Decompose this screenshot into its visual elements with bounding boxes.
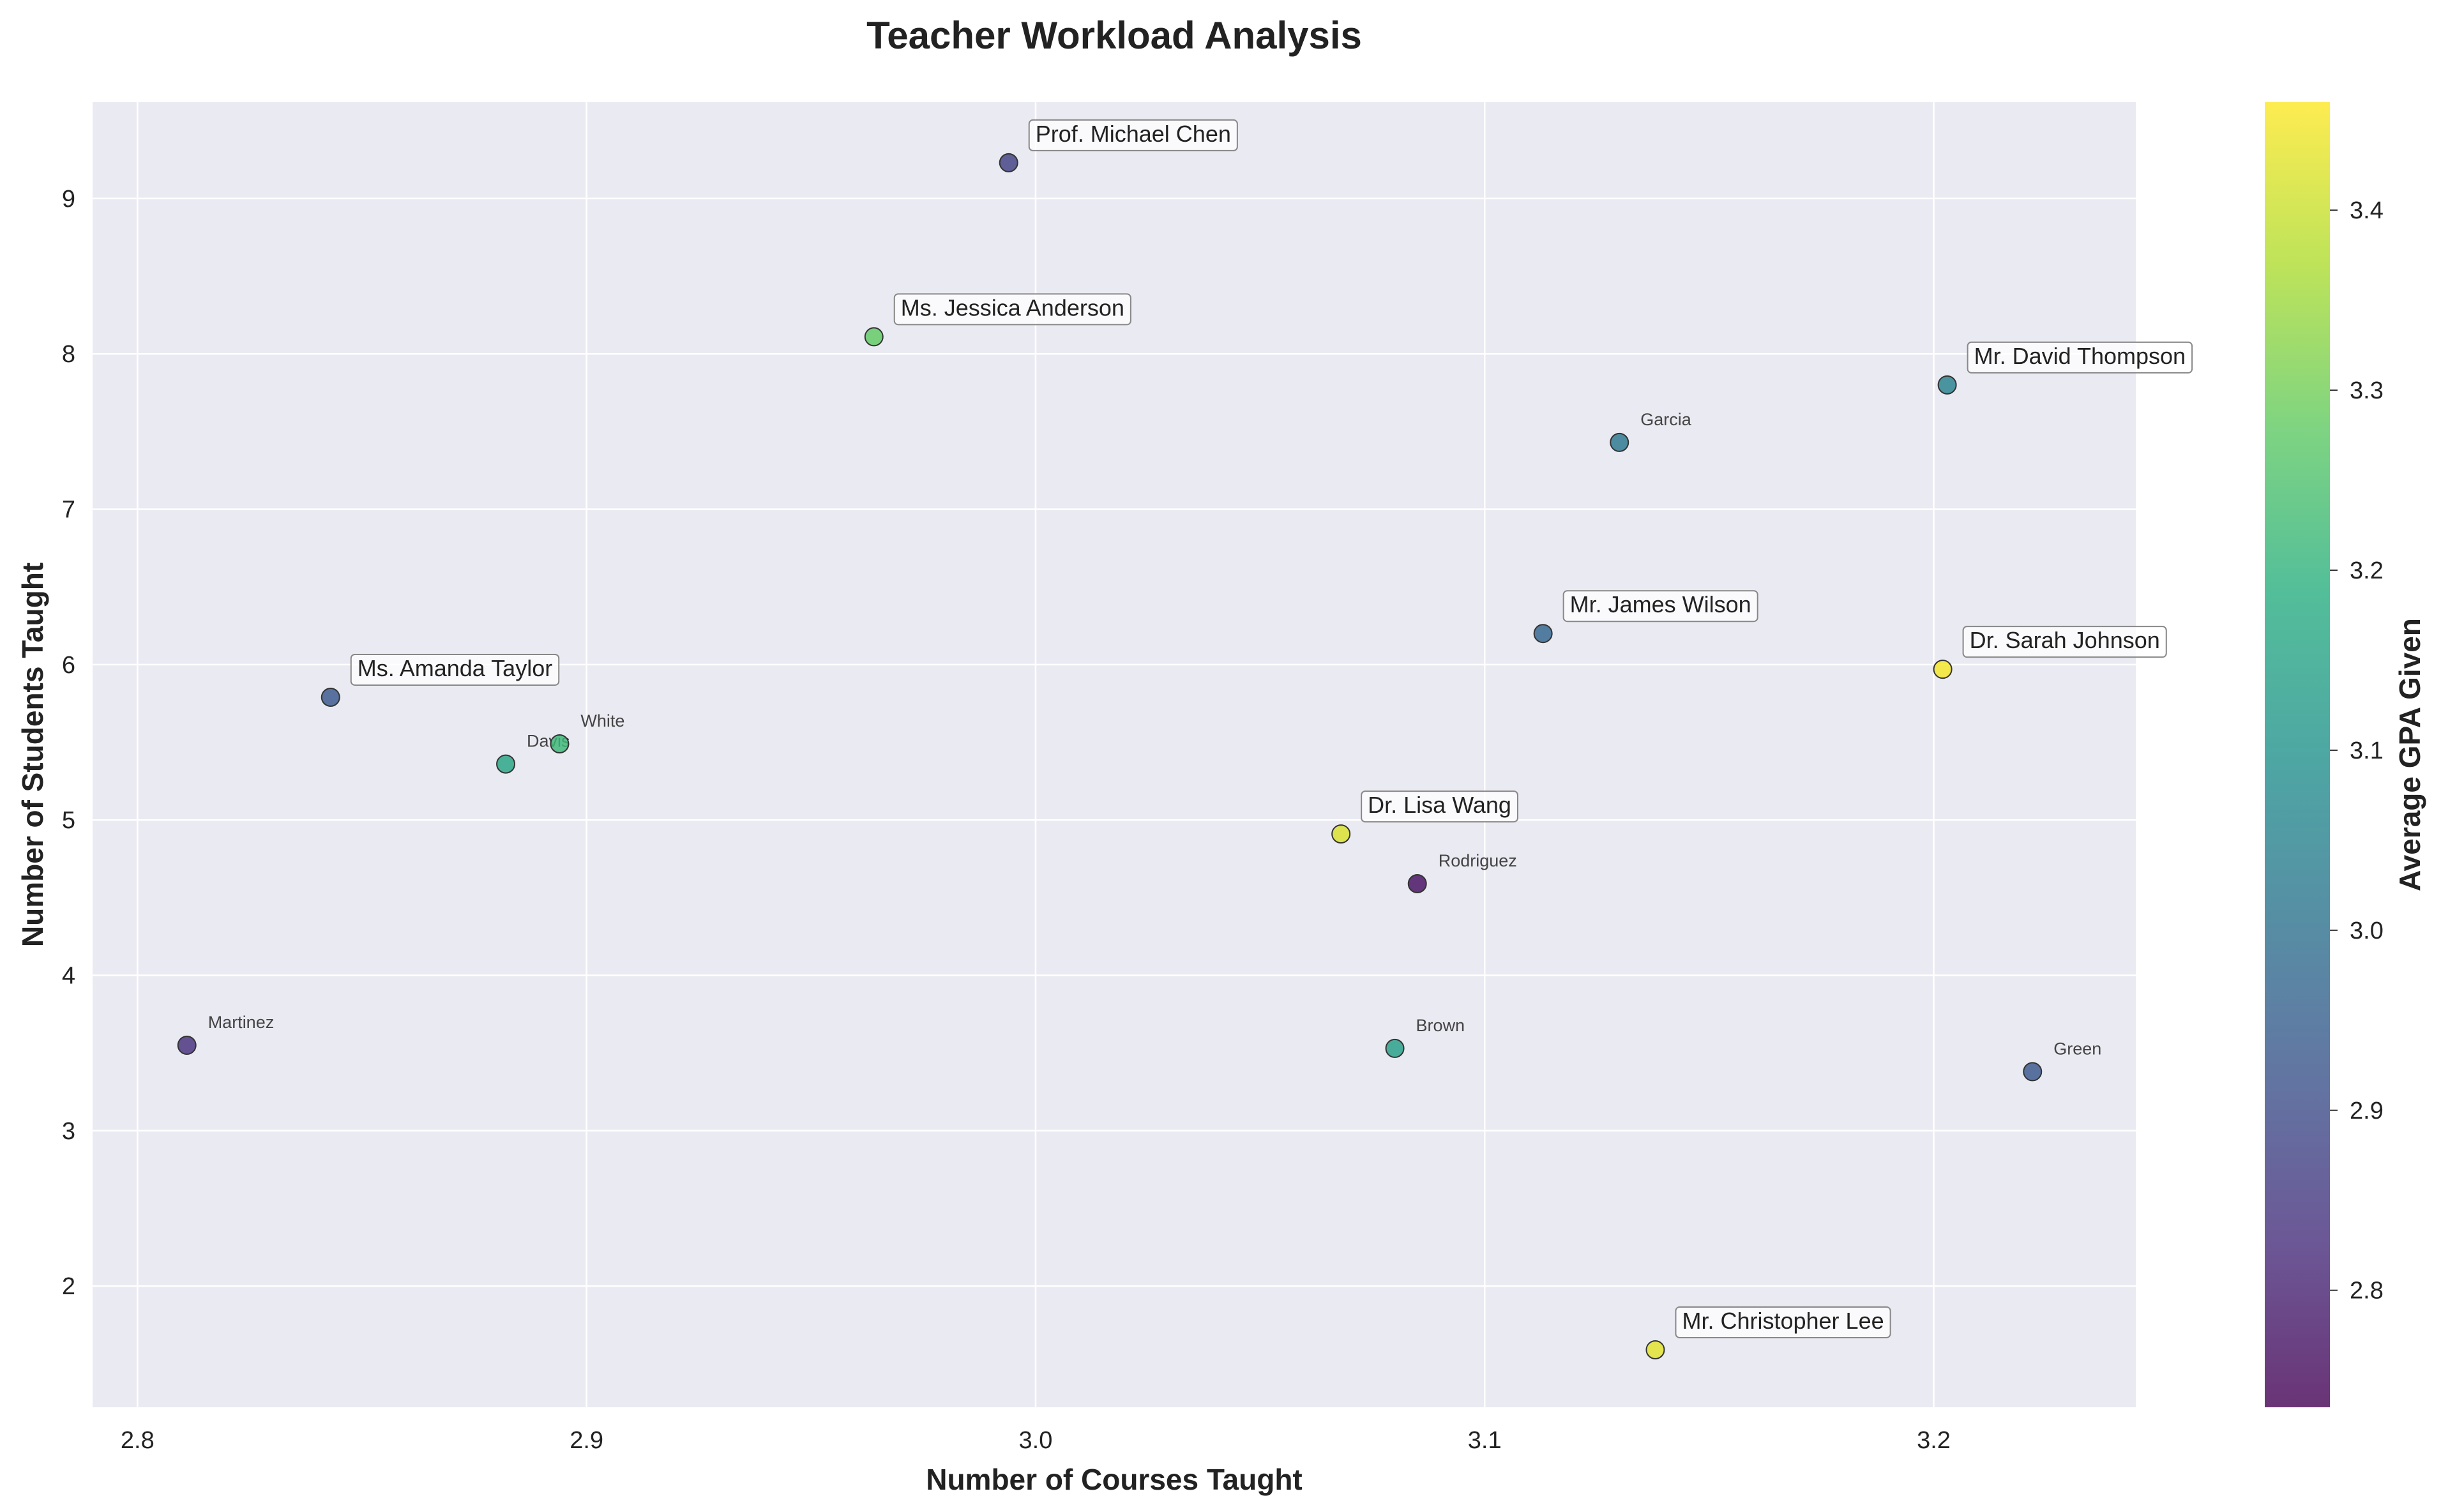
annotation-box xyxy=(1028,119,1238,151)
y-tick-label: 2 xyxy=(62,1273,75,1300)
annotations: Prof. Michael Chen Ms. Jessica Anderson Mr… xyxy=(208,119,2193,1338)
x-tick-label: 3.1 xyxy=(1468,1427,1502,1454)
colorbar-ticks: 2.8 2.9 3.0 3.1 3.2 3.3 3.4 xyxy=(2330,197,2384,1304)
annotation-box xyxy=(1562,590,1758,623)
point-label: Green xyxy=(2053,1039,2101,1058)
y-tick-label: 9 xyxy=(62,186,75,213)
annotation-label: Ms. Jessica Anderson xyxy=(901,294,1124,321)
data-point xyxy=(2023,1062,2043,1082)
point-label: White xyxy=(580,711,624,730)
point-annotation: Ms. Amanda Taylor xyxy=(350,653,560,686)
point-annotation: Dr. Sarah Johnson xyxy=(1962,626,2167,658)
point-annotation: Mr. David Thompson xyxy=(1967,341,2193,374)
point-label: Brown xyxy=(1416,1016,1465,1035)
x-tick-label: 2.9 xyxy=(570,1427,603,1454)
annotation-label: Mr. David Thompson xyxy=(1974,343,2186,369)
x-tick-label: 2.8 xyxy=(121,1427,155,1454)
data-point xyxy=(1331,824,1351,844)
colorbar-tick-label: 2.9 xyxy=(2350,1098,2384,1124)
y-tick-label: 4 xyxy=(62,963,75,990)
point-annotation: Mr. James Wilson xyxy=(1562,590,1758,623)
y-tick-label: 8 xyxy=(62,341,75,368)
data-point xyxy=(1937,375,1957,395)
colorbar-tick-label: 3.2 xyxy=(2350,557,2384,584)
colorbar-tick-label: 3.0 xyxy=(2350,918,2384,944)
data-point xyxy=(1533,624,1553,644)
data-point xyxy=(321,687,340,707)
chart-title: Teacher Workload Analysis xyxy=(866,14,1362,57)
point-annotation: Dr. Lisa Wang xyxy=(1361,790,1518,823)
data-point xyxy=(1933,660,1953,679)
annotation-label: Prof. Michael Chen xyxy=(1036,121,1231,147)
colorbar-tick-label: 2.8 xyxy=(2350,1278,2384,1304)
point-label: Garcia xyxy=(1640,410,1692,429)
y-tick-label: 6 xyxy=(62,652,75,679)
annotation-label: Ms. Amanda Taylor xyxy=(358,655,552,681)
y-tick-label: 7 xyxy=(62,497,75,524)
data-point xyxy=(864,327,884,347)
y-tick-label: 5 xyxy=(62,807,75,834)
annotation-box xyxy=(893,293,1131,326)
data-point xyxy=(999,153,1018,172)
y-tick-label: 3 xyxy=(62,1118,75,1145)
x-axis-label: Number of Courses Taught xyxy=(926,1463,1303,1496)
colorbar xyxy=(2265,102,2330,1407)
x-tick-label: 3.0 xyxy=(1019,1427,1053,1454)
y-axis-ticks: 2 3 4 5 6 7 8 9 xyxy=(62,186,75,1300)
data-point xyxy=(177,1036,197,1055)
point-annotation: Prof. Michael Chen xyxy=(1028,119,1238,151)
data-point xyxy=(1385,1038,1405,1058)
annotation-box xyxy=(350,653,560,686)
point-label: Rodriguez xyxy=(1439,851,1517,870)
annotation-box xyxy=(1675,1306,1891,1338)
colorbar-label: Average GPA Given xyxy=(2393,618,2426,891)
data-point xyxy=(1645,1340,1665,1359)
colorbar-tick-label: 3.1 xyxy=(2350,737,2384,764)
annotation-box xyxy=(1967,341,2193,374)
data-point xyxy=(1407,873,1427,893)
x-axis-ticks: 2.8 2.9 3.0 3.1 3.2 xyxy=(121,1427,1951,1454)
annotation-label: Dr. Sarah Johnson xyxy=(1970,627,2160,653)
colorbar-tick-label: 3.3 xyxy=(2350,377,2384,404)
annotation-box xyxy=(1361,790,1518,823)
y-axis-label: Number of Students Taught xyxy=(16,563,49,947)
colorbar-tick-label: 3.4 xyxy=(2350,197,2384,224)
annotation-box xyxy=(1962,626,2167,658)
point-label: Martinez xyxy=(208,1013,275,1032)
data-point xyxy=(1610,432,1629,452)
annotation-label: Mr. Christopher Lee xyxy=(1682,1308,1884,1334)
annotation-label: Dr. Lisa Wang xyxy=(1368,792,1511,818)
annotation-label: Mr. James Wilson xyxy=(1570,591,1751,617)
data-point xyxy=(496,754,516,774)
point-annotation: Ms. Jessica Anderson xyxy=(893,293,1131,326)
data-point xyxy=(550,734,570,753)
x-tick-label: 3.2 xyxy=(1917,1427,1951,1454)
data-points xyxy=(177,153,2043,1359)
point-annotation: Mr. Christopher Lee xyxy=(1675,1306,1891,1338)
